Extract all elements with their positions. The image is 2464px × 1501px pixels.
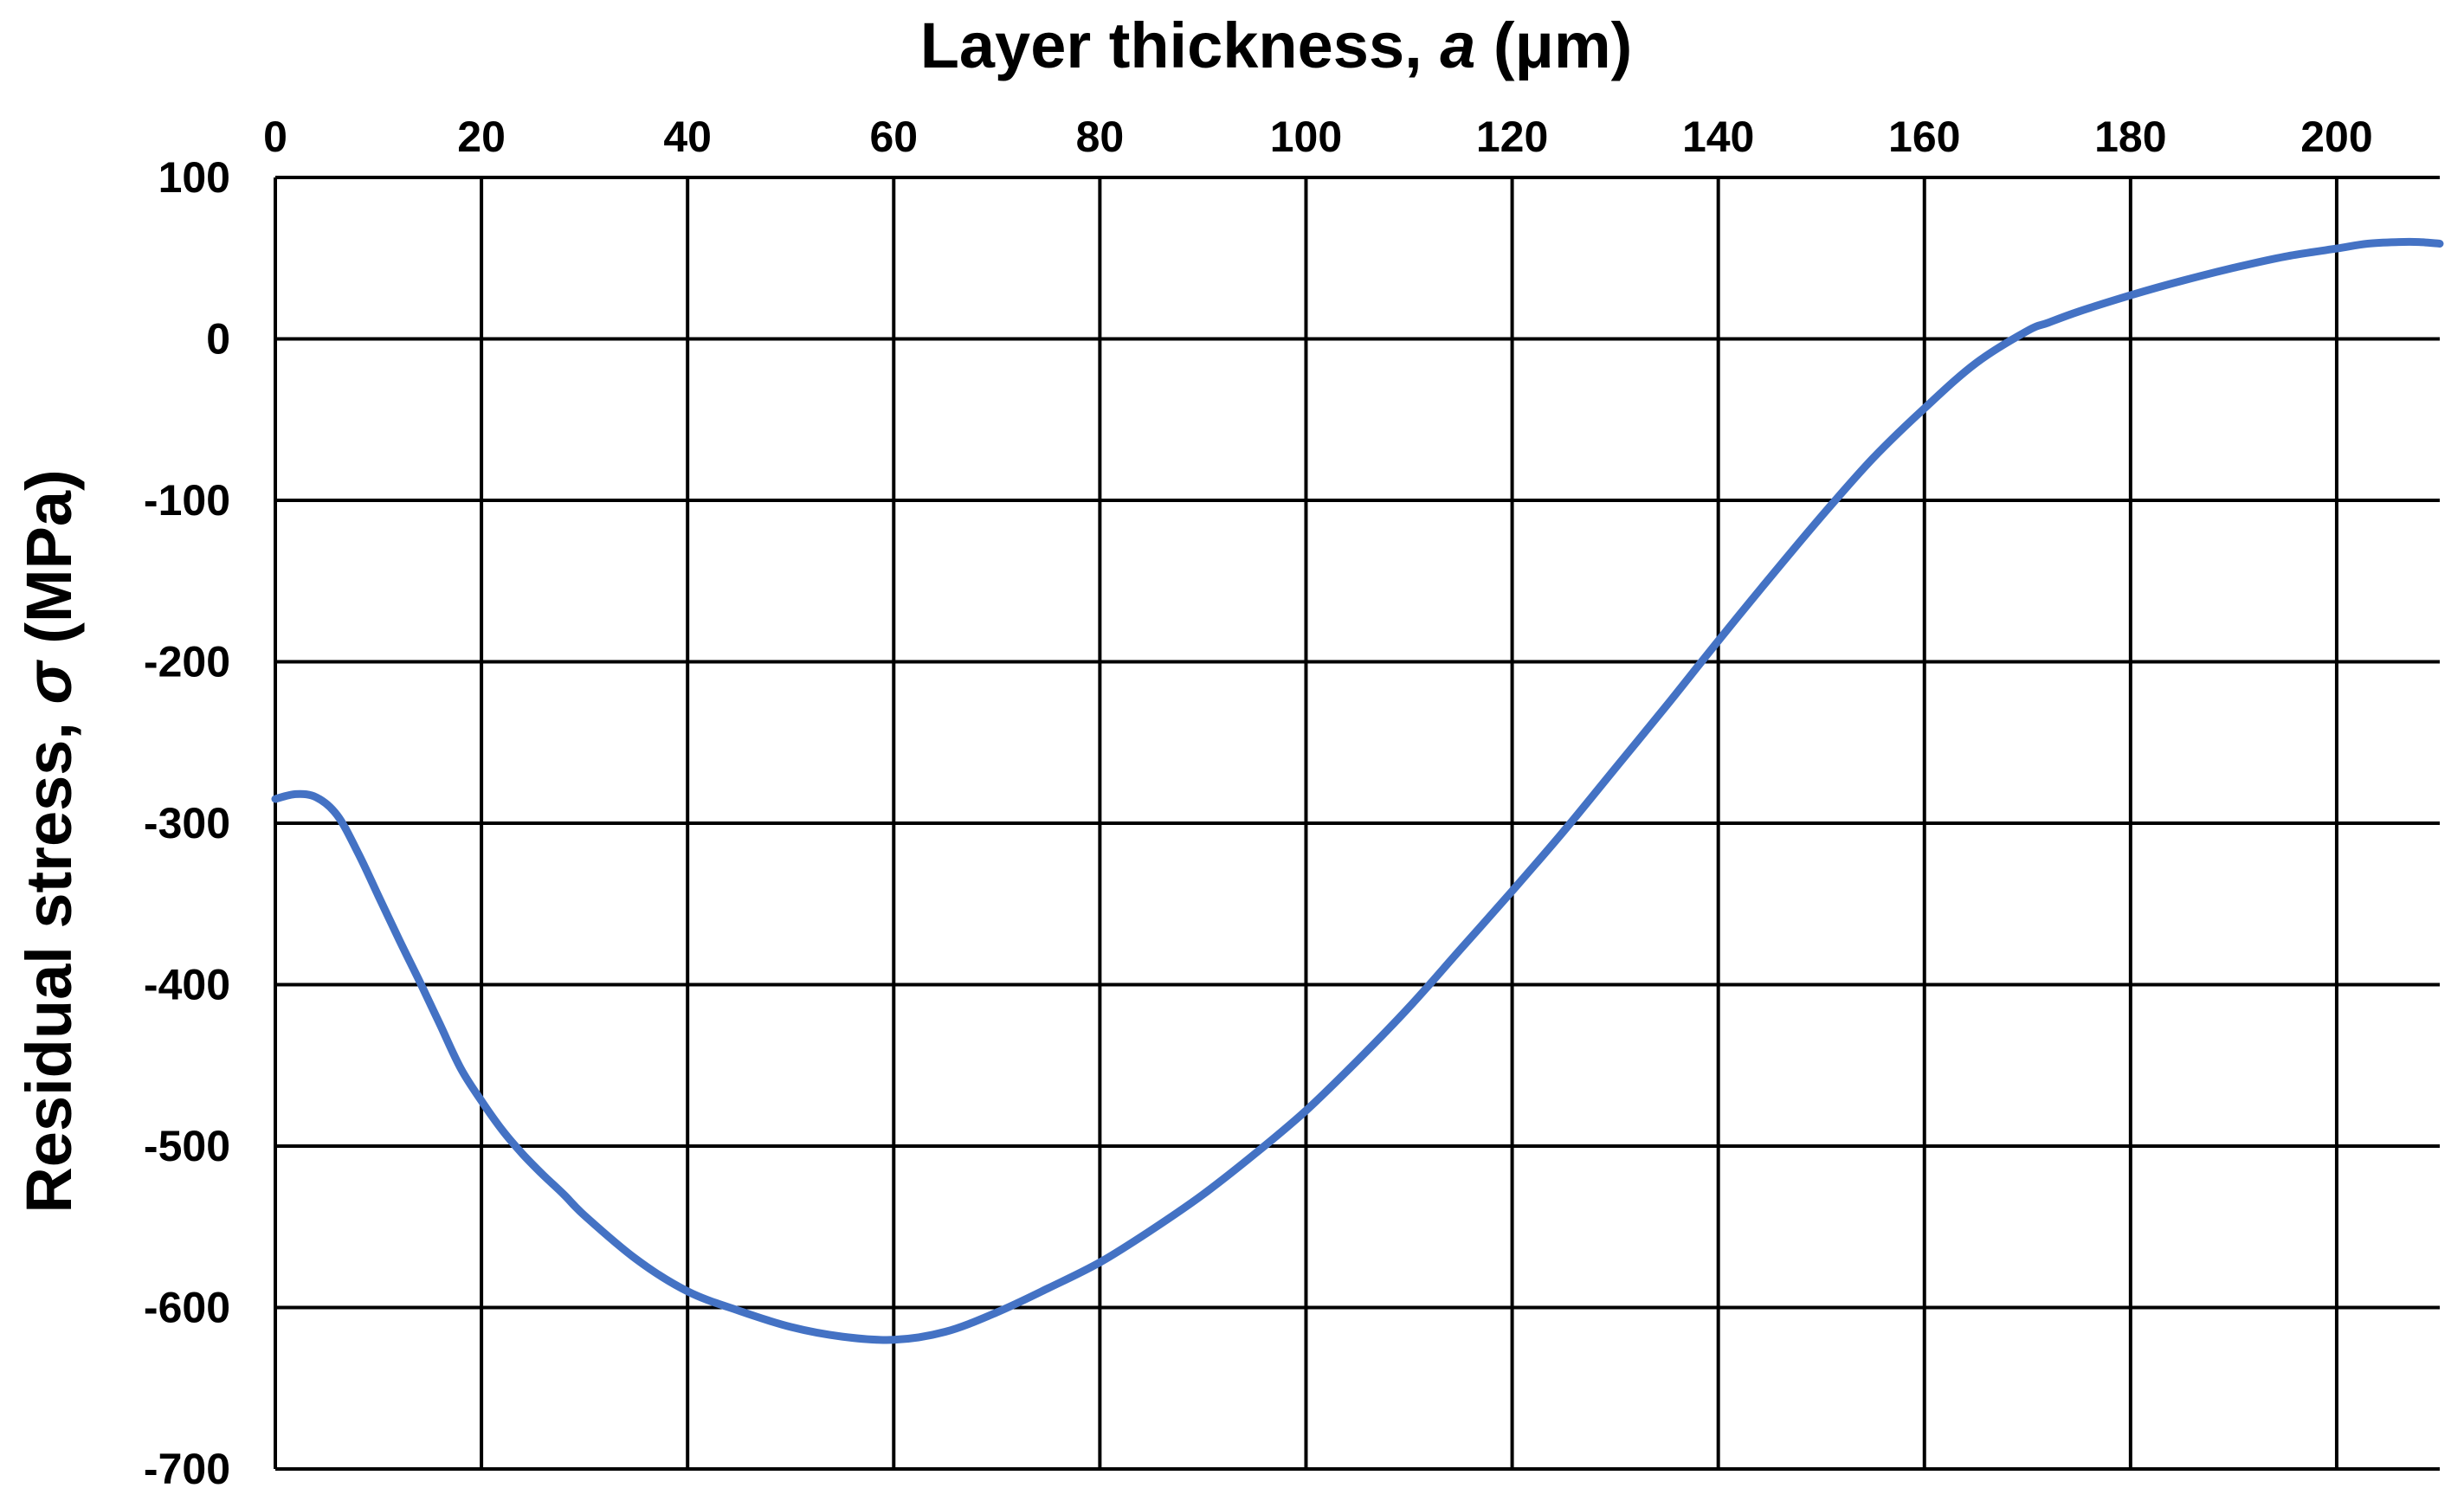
data-point: [378, 895, 379, 896]
data-point: [1615, 768, 1616, 769]
data-point: [893, 1339, 894, 1340]
x-tick-label: 160: [1888, 113, 1960, 161]
y-tick-label: -400: [144, 961, 230, 1009]
y-tick-label: -100: [144, 476, 230, 525]
data-point: [2337, 248, 2338, 249]
data-point: [1821, 516, 1822, 517]
data-point: [440, 1025, 441, 1026]
data-point: [316, 797, 317, 798]
data-point: [295, 794, 296, 795]
y-tick-label: -700: [144, 1445, 230, 1493]
grid-lines: [274, 176, 2440, 1471]
data-point: [481, 1100, 482, 1101]
data-point: [1976, 363, 1977, 364]
x-tick-label: 0: [263, 113, 287, 161]
data-point: [419, 981, 420, 982]
y-axis-title: Residual stress, σ (MPa): [13, 469, 85, 1213]
y-tick-label: -300: [144, 799, 230, 847]
x-axis-title: Layer thickness, a (μm): [920, 10, 1633, 81]
y-tick-label: 100: [158, 153, 230, 202]
x-tick-label: 200: [2300, 113, 2372, 161]
x-tick-label: 80: [1076, 113, 1125, 161]
data-point: [2285, 256, 2286, 257]
data-point: [687, 1291, 688, 1292]
data-point: [2079, 311, 2080, 312]
data-point: [2440, 243, 2441, 244]
data-points: [275, 242, 2441, 1340]
data-point: [1924, 408, 1925, 409]
x-tick-label: 180: [2094, 113, 2166, 161]
data-point: [501, 1130, 502, 1131]
data-point: [2182, 280, 2183, 281]
x-tick-label: 100: [1270, 113, 1342, 161]
data-point: [398, 939, 399, 940]
data-point: [2027, 331, 2028, 332]
x-tick-label: 40: [663, 113, 712, 161]
series-layer: [271, 237, 2444, 1344]
x-tick-label: 120: [1476, 113, 1548, 161]
data-point: [2130, 295, 2131, 296]
tick-labels: 0 20 40 60 80 100 120 140 160 180 200 100 0 -100 -200 -…: [144, 113, 2373, 1493]
data-point: [584, 1215, 585, 1216]
y-tick-label: -200: [144, 638, 230, 686]
x-tick-label: 60: [869, 113, 918, 161]
x-tick-label: 140: [1682, 113, 1754, 161]
data-point: [2367, 243, 2368, 244]
data-point: [2233, 267, 2234, 268]
y-tick-label: 0: [206, 315, 230, 364]
y-tick-label: -500: [144, 1122, 230, 1170]
data-point: [790, 1326, 791, 1327]
data-point: [1512, 891, 1513, 892]
data-point: [1770, 577, 1771, 578]
x-tick-label: 20: [457, 113, 506, 161]
data-point: [543, 1175, 544, 1176]
series-line: [271, 237, 2444, 1344]
data-point: [1873, 458, 1874, 459]
data-point: [275, 799, 276, 800]
y-tick-label: -600: [144, 1284, 230, 1332]
data-point: [522, 1154, 523, 1155]
